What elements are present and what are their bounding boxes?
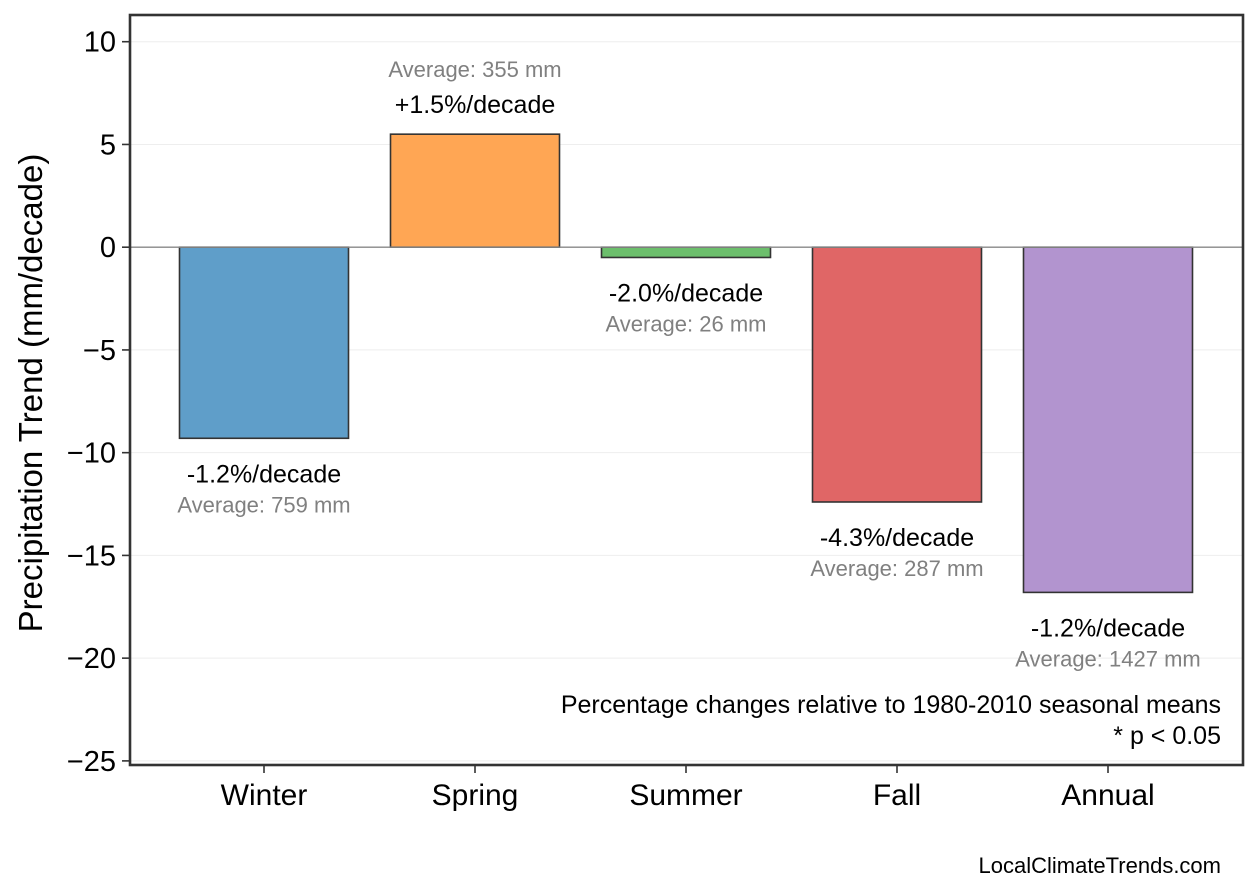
- average-label-annual: Average: 1427 mm: [1015, 646, 1200, 671]
- bar-winter: [178, 246, 350, 440]
- x-tick-label-spring: Spring: [432, 779, 519, 812]
- y-tick-label: 10: [84, 27, 116, 59]
- y-axis-label: Precipitation Trend (mm/decade): [12, 154, 49, 633]
- note-significance: * p < 0.05: [1113, 722, 1221, 750]
- x-tick-label-annual: Annual: [1061, 779, 1154, 812]
- bar-annual: [1022, 246, 1194, 594]
- y-tick-label: −15: [67, 540, 116, 572]
- y-tick-label: −10: [67, 438, 116, 470]
- y-axis: 10 5 0 −5 −10 −15 −20 −25: [67, 27, 130, 778]
- y-tick-label: −5: [83, 335, 116, 367]
- y-tick-label: 5: [100, 129, 116, 161]
- bar-spring: [389, 133, 561, 248]
- average-label-winter: Average: 759 mm: [177, 492, 350, 517]
- average-label-summer: Average: 26 mm: [605, 311, 766, 336]
- percent-label-spring: +1.5%/decade: [395, 91, 556, 119]
- x-tick-label-fall: Fall: [873, 779, 921, 812]
- y-tick-label: −20: [67, 643, 116, 675]
- percent-label-annual: -1.2%/decade: [1031, 614, 1185, 642]
- source-credit: LocalClimateTrends.com: [979, 853, 1222, 878]
- x-tick-label-winter: Winter: [221, 779, 308, 812]
- bar-fall: [811, 246, 983, 503]
- percent-label-fall: -4.3%/decade: [820, 524, 974, 552]
- percent-label-winter: -1.2%/decade: [187, 460, 341, 488]
- y-tick-label: 0: [100, 232, 116, 264]
- y-tick-label: −25: [67, 746, 116, 778]
- average-label-spring: Average: 355 mm: [388, 57, 561, 82]
- x-tick-label-summer: Summer: [629, 779, 742, 812]
- bar-summer: [600, 246, 772, 259]
- bar-annotations: -1.2%/decade Average: 759 mm +1.5%/decade A…: [177, 57, 1200, 671]
- note-percentage-basis: Percentage changes relative to 1980-2010…: [561, 691, 1221, 719]
- average-label-fall: Average: 287 mm: [810, 556, 983, 581]
- x-axis: Winter Spring Summer Fall Annual: [221, 765, 1155, 812]
- percent-label-summer: -2.0%/decade: [609, 279, 763, 307]
- bars: [178, 133, 1194, 594]
